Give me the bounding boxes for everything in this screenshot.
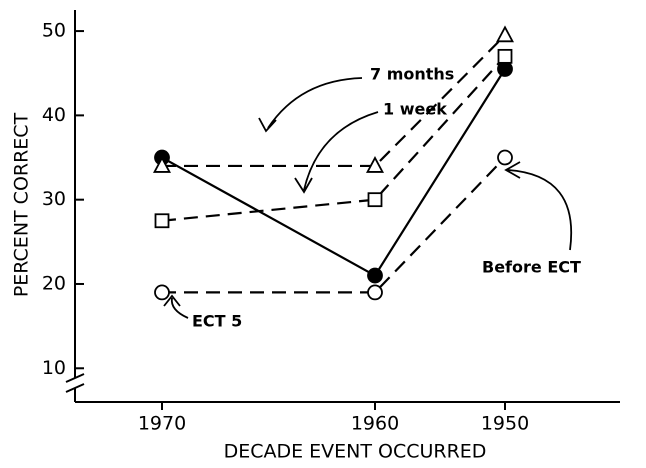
x-tick-label: 1950 [481,413,529,435]
point [495,25,515,43]
arrow [504,161,572,251]
annotation: Before ECT [482,258,581,277]
line [162,34,506,168]
point [365,156,385,173]
line [161,55,506,222]
arrow [163,294,189,319]
y-tick-label: 30 [42,188,66,210]
point [154,213,170,229]
x-tick-label: 1970 [138,413,186,435]
y-tick-label: 20 [42,272,66,294]
line [162,156,506,294]
y-tick-label: 40 [42,104,66,126]
point [497,61,513,77]
point [152,156,172,173]
arrow [294,111,379,194]
point [154,284,170,301]
annotation: ECT 5 [192,312,242,331]
point [367,267,383,284]
y-axis-label: PERCENT CORRECT [11,112,33,297]
line [161,68,506,278]
axis-break [65,383,85,393]
axis-break [65,373,85,383]
point [497,149,513,166]
arrow [258,77,363,133]
y-tick-label: 10 [42,357,66,379]
annotation: 1 week [383,100,447,119]
x-tick-label: 1960 [351,413,399,435]
point [497,48,513,64]
y-tick-label: 50 [42,20,66,42]
annotation: 7 months [370,65,454,84]
point [367,192,383,208]
x-axis-label: DECADE EVENT OCCURRED [224,441,487,463]
point [367,284,383,301]
